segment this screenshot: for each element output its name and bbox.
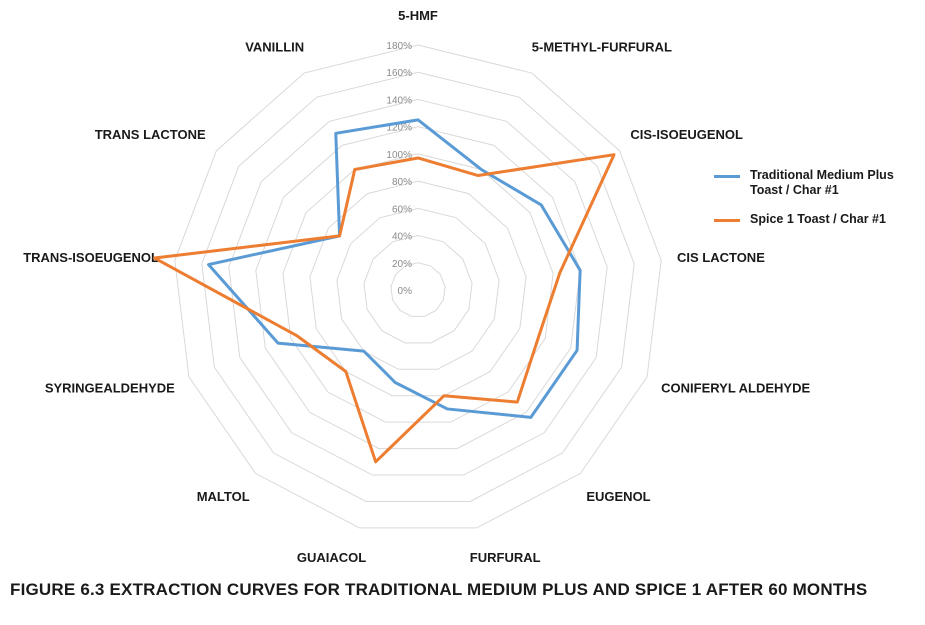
grid-ring <box>390 262 446 317</box>
radar-grid <box>174 44 662 529</box>
data-series <box>153 118 616 464</box>
radial-tick-label: 100% <box>386 150 412 161</box>
category-label: CONIFERYL ALDEHYDE <box>661 381 810 396</box>
radial-tick-label: 140% <box>386 95 412 106</box>
category-label: SYRINGEALDEHYDE <box>45 381 175 396</box>
radial-tick-label: 180% <box>386 41 412 52</box>
figure-caption: FIGURE 6.3 EXTRACTION CURVES FOR TRADITI… <box>10 580 868 599</box>
radial-tick-label: 60% <box>392 204 412 215</box>
legend: Traditional Medium Plus Toast / Char #1 … <box>714 168 914 241</box>
grid-ring <box>201 71 635 502</box>
legend-label-traditional: Traditional Medium Plus Toast / Char #1 <box>750 168 894 197</box>
radial-tick-label: 0% <box>398 286 413 297</box>
legend-swatch-spice <box>714 219 740 222</box>
legend-swatch-traditional <box>714 175 740 178</box>
grid-ring <box>255 126 581 450</box>
category-label: VANILLIN <box>245 39 304 54</box>
category-label: 5-HMF <box>398 8 438 23</box>
category-label: GUAIACOL <box>297 550 366 565</box>
category-label: 5-METHYL-FURFURAL <box>532 39 672 54</box>
category-label: TRANS-ISOEUGENOL <box>23 250 159 265</box>
radial-tick-label: 80% <box>392 177 412 188</box>
radial-tick-labels: 0% 20% 40% 60% 80% 100% 120% 140% 160% 180% <box>386 41 412 297</box>
legend-item-traditional: Traditional Medium Plus Toast / Char #1 <box>714 168 914 198</box>
grid-ring <box>336 207 500 370</box>
category-label: MALTOL <box>197 489 250 504</box>
series-line-traditional <box>207 118 582 419</box>
legend-item-spice: Spice 1 Toast / Char #1 <box>714 212 914 227</box>
radial-tick-label: 120% <box>386 123 412 134</box>
radial-tick-label: 20% <box>392 259 412 270</box>
category-label: EUGENOL <box>586 489 650 504</box>
category-label: TRANS LACTONE <box>95 127 206 142</box>
radial-tick-label: 40% <box>392 232 412 243</box>
grid-ring <box>363 235 473 344</box>
category-labels: 5-HMF 5-METHYL-FURFURAL CIS-ISOEUGENOL CIS … <box>23 8 810 565</box>
grid-ring <box>309 180 527 397</box>
series-line-spice <box>153 153 616 464</box>
grid-ring <box>282 153 554 423</box>
radial-tick-label: 160% <box>386 68 412 79</box>
category-label: CIS-ISOEUGENOL <box>630 127 743 142</box>
grid-ring <box>174 44 662 529</box>
grid-ring <box>228 98 608 476</box>
category-label: CIS LACTONE <box>677 250 765 265</box>
category-label: FURFURAL <box>470 550 541 565</box>
legend-label-spice: Spice 1 Toast / Char #1 <box>750 212 886 226</box>
